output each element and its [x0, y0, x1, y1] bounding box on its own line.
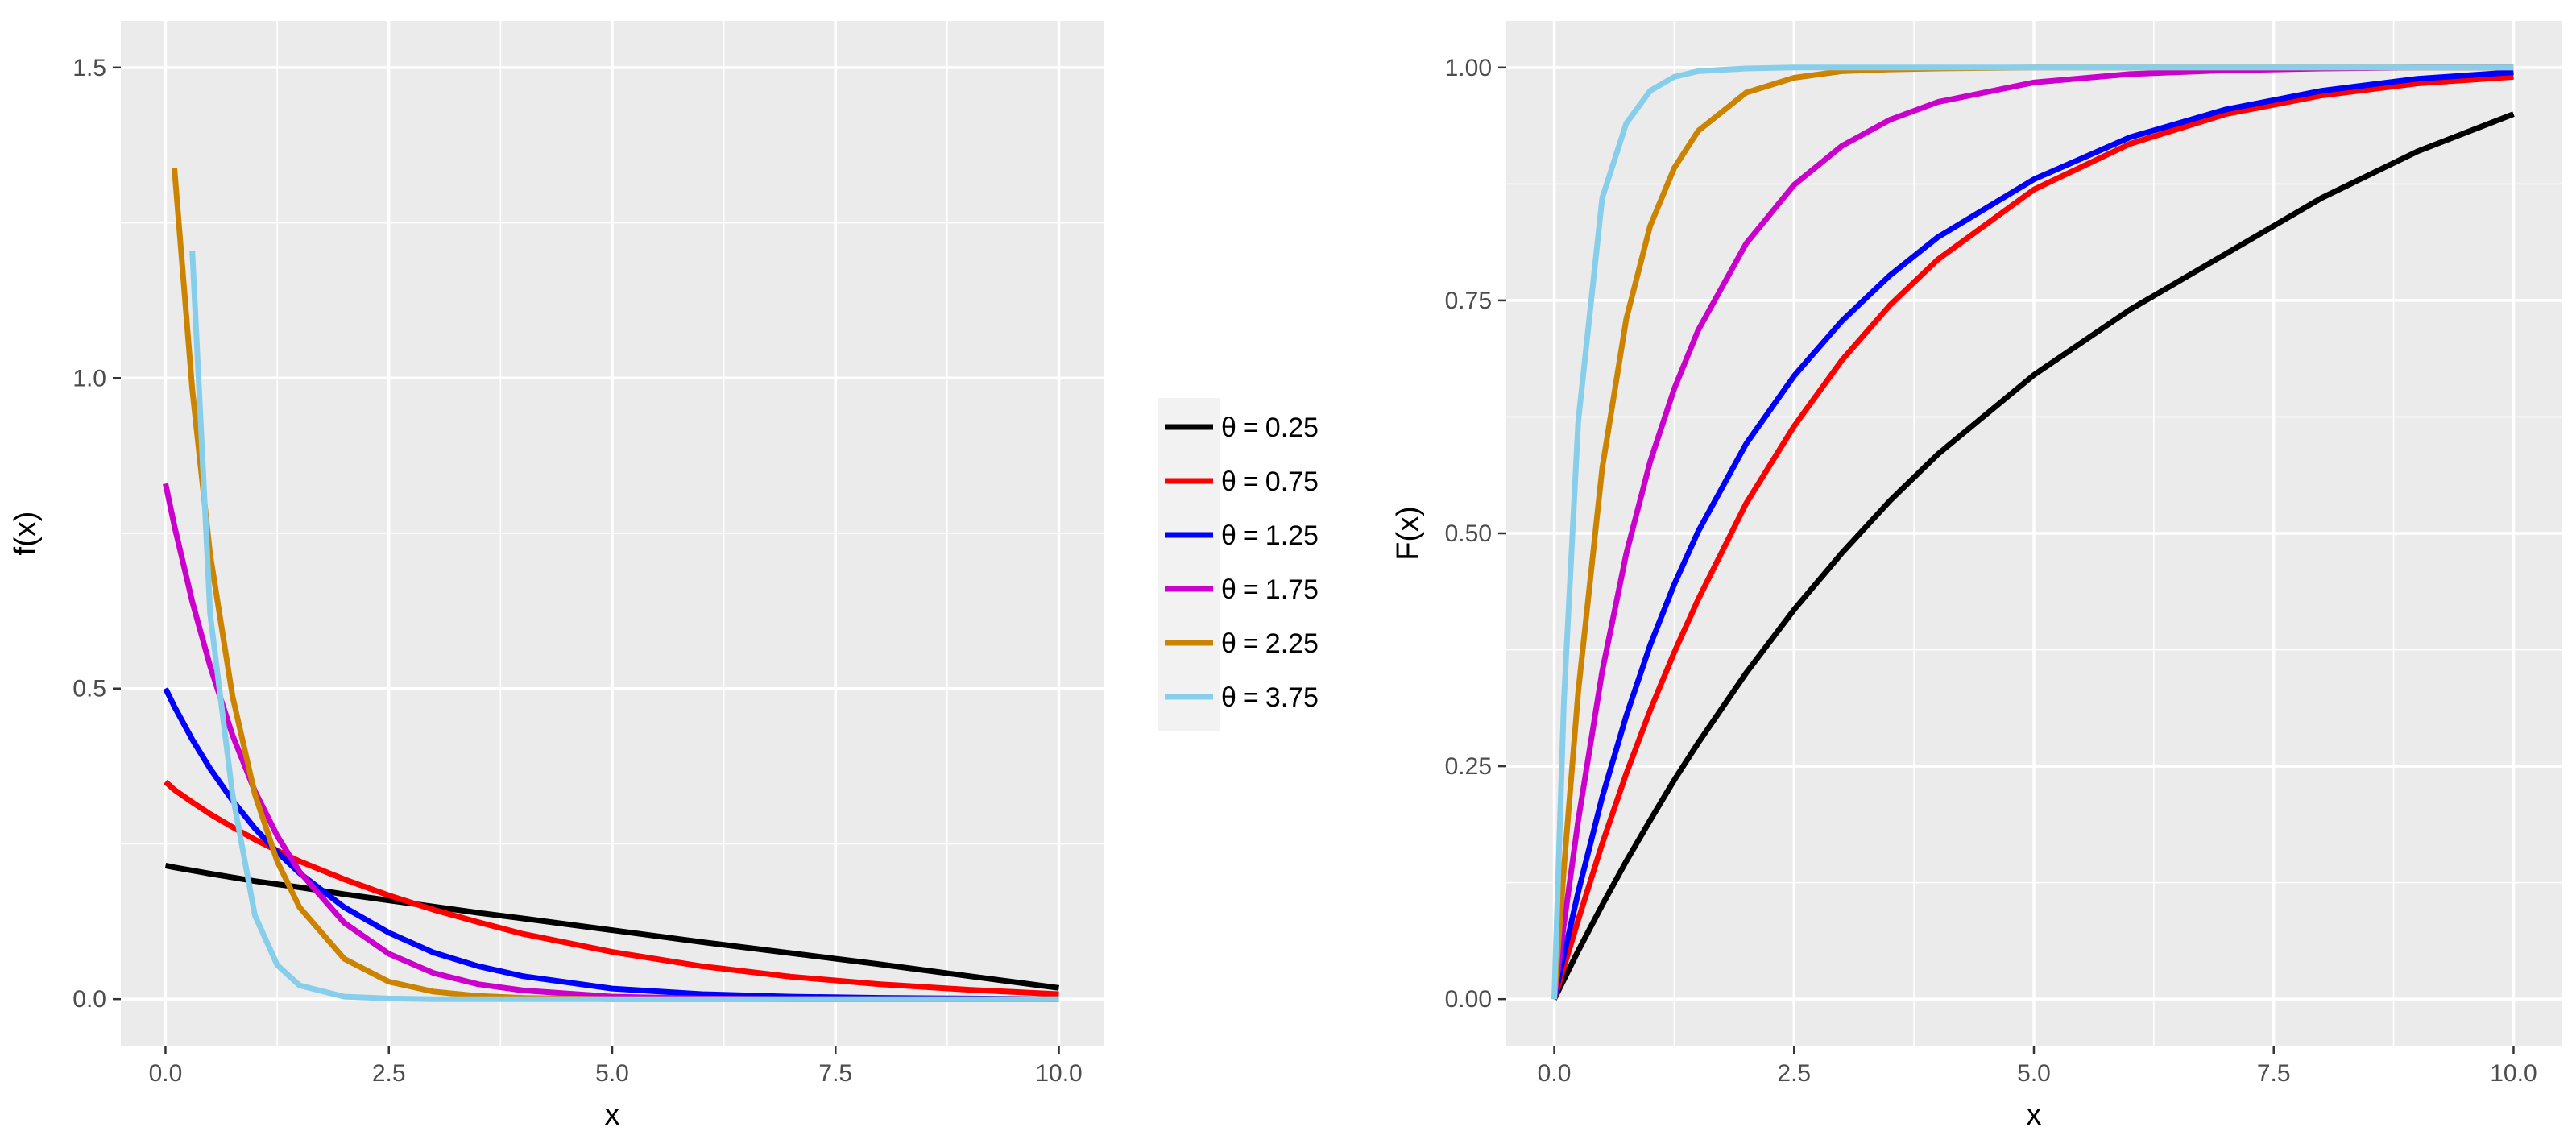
y-tick-label: 0.00 — [1445, 986, 1492, 1013]
x-tick-label: 2.5 — [372, 1060, 406, 1087]
pdf-panel: 0.0 2.5 5.0 7.5 10.0 0.0 0.5 1.0 1.5 x f(x) — [9, 21, 1104, 1132]
legend-label: θ = 2.25 — [1221, 628, 1319, 659]
series-line-2 — [164, 779, 1059, 997]
y-axis-title: F(x) — [1391, 506, 1425, 561]
legend-label: θ = 1.75 — [1221, 574, 1319, 605]
legend-key-background — [1158, 398, 1220, 731]
legend-label: θ = 1.25 — [1221, 520, 1319, 551]
x-tick-label: 7.5 — [818, 1060, 852, 1087]
legend-theta-symbol: θ — [1221, 628, 1236, 659]
x-axis-title: x — [605, 1098, 620, 1132]
series-line-6 — [189, 251, 1059, 1002]
y-tick-label: 0.25 — [1445, 753, 1492, 780]
y-axis-title: f(x) — [9, 512, 43, 556]
legend-value: 3.75 — [1265, 682, 1319, 713]
legend-equals: = — [1243, 574, 1259, 605]
legend-theta-symbol: θ — [1221, 466, 1236, 497]
legend-value: 0.75 — [1265, 466, 1319, 497]
x-tick-label: 0.0 — [149, 1060, 183, 1087]
series-line-3 — [1551, 69, 2514, 1000]
y-tick-label: 0.50 — [1445, 520, 1492, 547]
x-tick-label: 5.0 — [2017, 1060, 2051, 1087]
legend-label: θ = 0.75 — [1221, 466, 1319, 497]
legend-equals: = — [1243, 466, 1259, 497]
y-tick-label: 0.75 — [1445, 288, 1492, 314]
series-line-6 — [1551, 64, 2514, 1000]
series-line-1 — [164, 862, 1059, 991]
y-tick-label: 0.0 — [72, 986, 106, 1013]
x-tick-label: 7.5 — [2257, 1060, 2291, 1087]
legend-theta-symbol: θ — [1221, 520, 1236, 551]
x-tick-label: 5.0 — [595, 1060, 629, 1087]
y-tick-label: 1.5 — [72, 55, 106, 81]
y-tick-label: 0.5 — [72, 676, 106, 702]
series-line-1 — [1551, 111, 2515, 1001]
legend-value: 2.25 — [1265, 628, 1319, 659]
y-tick-label: 1.00 — [1445, 55, 1492, 81]
legend-label: θ = 3.75 — [1221, 682, 1319, 713]
legend-equals: = — [1243, 682, 1259, 713]
x-tick-label: 10.0 — [1035, 1060, 1082, 1087]
x-tick-label: 10.0 — [2490, 1060, 2537, 1087]
legend-value: 1.75 — [1265, 574, 1319, 605]
x-tick-label: 0.0 — [1538, 1060, 1572, 1087]
legend-theta-symbol: θ — [1221, 412, 1236, 443]
legend-value: 0.25 — [1265, 412, 1319, 443]
legend-theta-symbol: θ — [1221, 682, 1236, 713]
legend-equals: = — [1243, 520, 1259, 551]
y-tick-label: 1.0 — [72, 365, 106, 392]
legend-equals: = — [1243, 412, 1259, 443]
legend-value: 1.25 — [1265, 520, 1319, 551]
cdf-panel: 0.0 2.5 5.0 7.5 10.0 0.00 0.25 0.50 0.75 1.00 x F(x… — [1391, 21, 2562, 1132]
legend-equals: = — [1243, 628, 1259, 659]
legend-label: θ = 0.25 — [1221, 412, 1319, 443]
x-tick-label: 2.5 — [1777, 1060, 1811, 1087]
legend-theta-symbol: θ — [1221, 574, 1236, 605]
legend: θ = 0.25θ = 0.75θ = 1.25θ = 1.75θ = 2.25θ = 3.75 — [1158, 398, 1319, 731]
x-axis-title: x — [2027, 1098, 2042, 1132]
series-line-2 — [1551, 73, 2514, 1001]
